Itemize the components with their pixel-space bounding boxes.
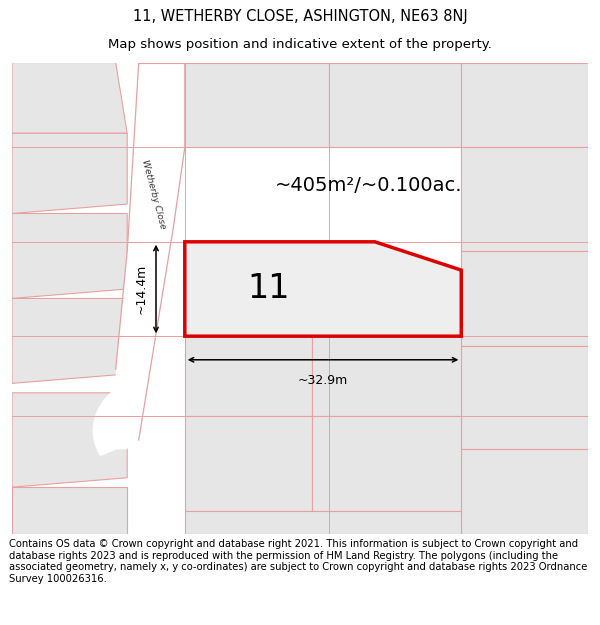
Polygon shape: [185, 336, 311, 416]
Polygon shape: [461, 62, 588, 148]
Text: ~405m²/~0.100ac.: ~405m²/~0.100ac.: [275, 176, 463, 195]
Polygon shape: [185, 62, 329, 148]
Polygon shape: [461, 148, 588, 251]
Text: ~14.4m: ~14.4m: [134, 264, 148, 314]
Polygon shape: [311, 416, 461, 511]
Text: 11, WETHERBY CLOSE, ASHINGTON, NE63 8NJ: 11, WETHERBY CLOSE, ASHINGTON, NE63 8NJ: [133, 9, 467, 24]
Polygon shape: [185, 242, 461, 336]
Text: Contains OS data © Crown copyright and database right 2021. This information is : Contains OS data © Crown copyright and d…: [9, 539, 587, 584]
Polygon shape: [12, 62, 127, 133]
Polygon shape: [185, 416, 311, 511]
Text: Map shows position and indicative extent of the property.: Map shows position and indicative extent…: [108, 38, 492, 51]
Polygon shape: [185, 511, 461, 534]
Polygon shape: [12, 393, 127, 488]
Polygon shape: [461, 346, 588, 449]
Text: 11: 11: [247, 272, 290, 306]
Text: ~32.9m: ~32.9m: [298, 374, 348, 387]
Polygon shape: [12, 214, 127, 298]
Polygon shape: [12, 488, 127, 534]
Polygon shape: [92, 374, 162, 456]
Polygon shape: [12, 133, 127, 214]
Polygon shape: [461, 251, 588, 346]
Polygon shape: [116, 62, 185, 449]
Polygon shape: [461, 449, 588, 534]
Polygon shape: [329, 62, 461, 148]
Polygon shape: [311, 336, 461, 416]
Text: Wetherby Close: Wetherby Close: [140, 159, 167, 230]
Polygon shape: [12, 298, 127, 383]
